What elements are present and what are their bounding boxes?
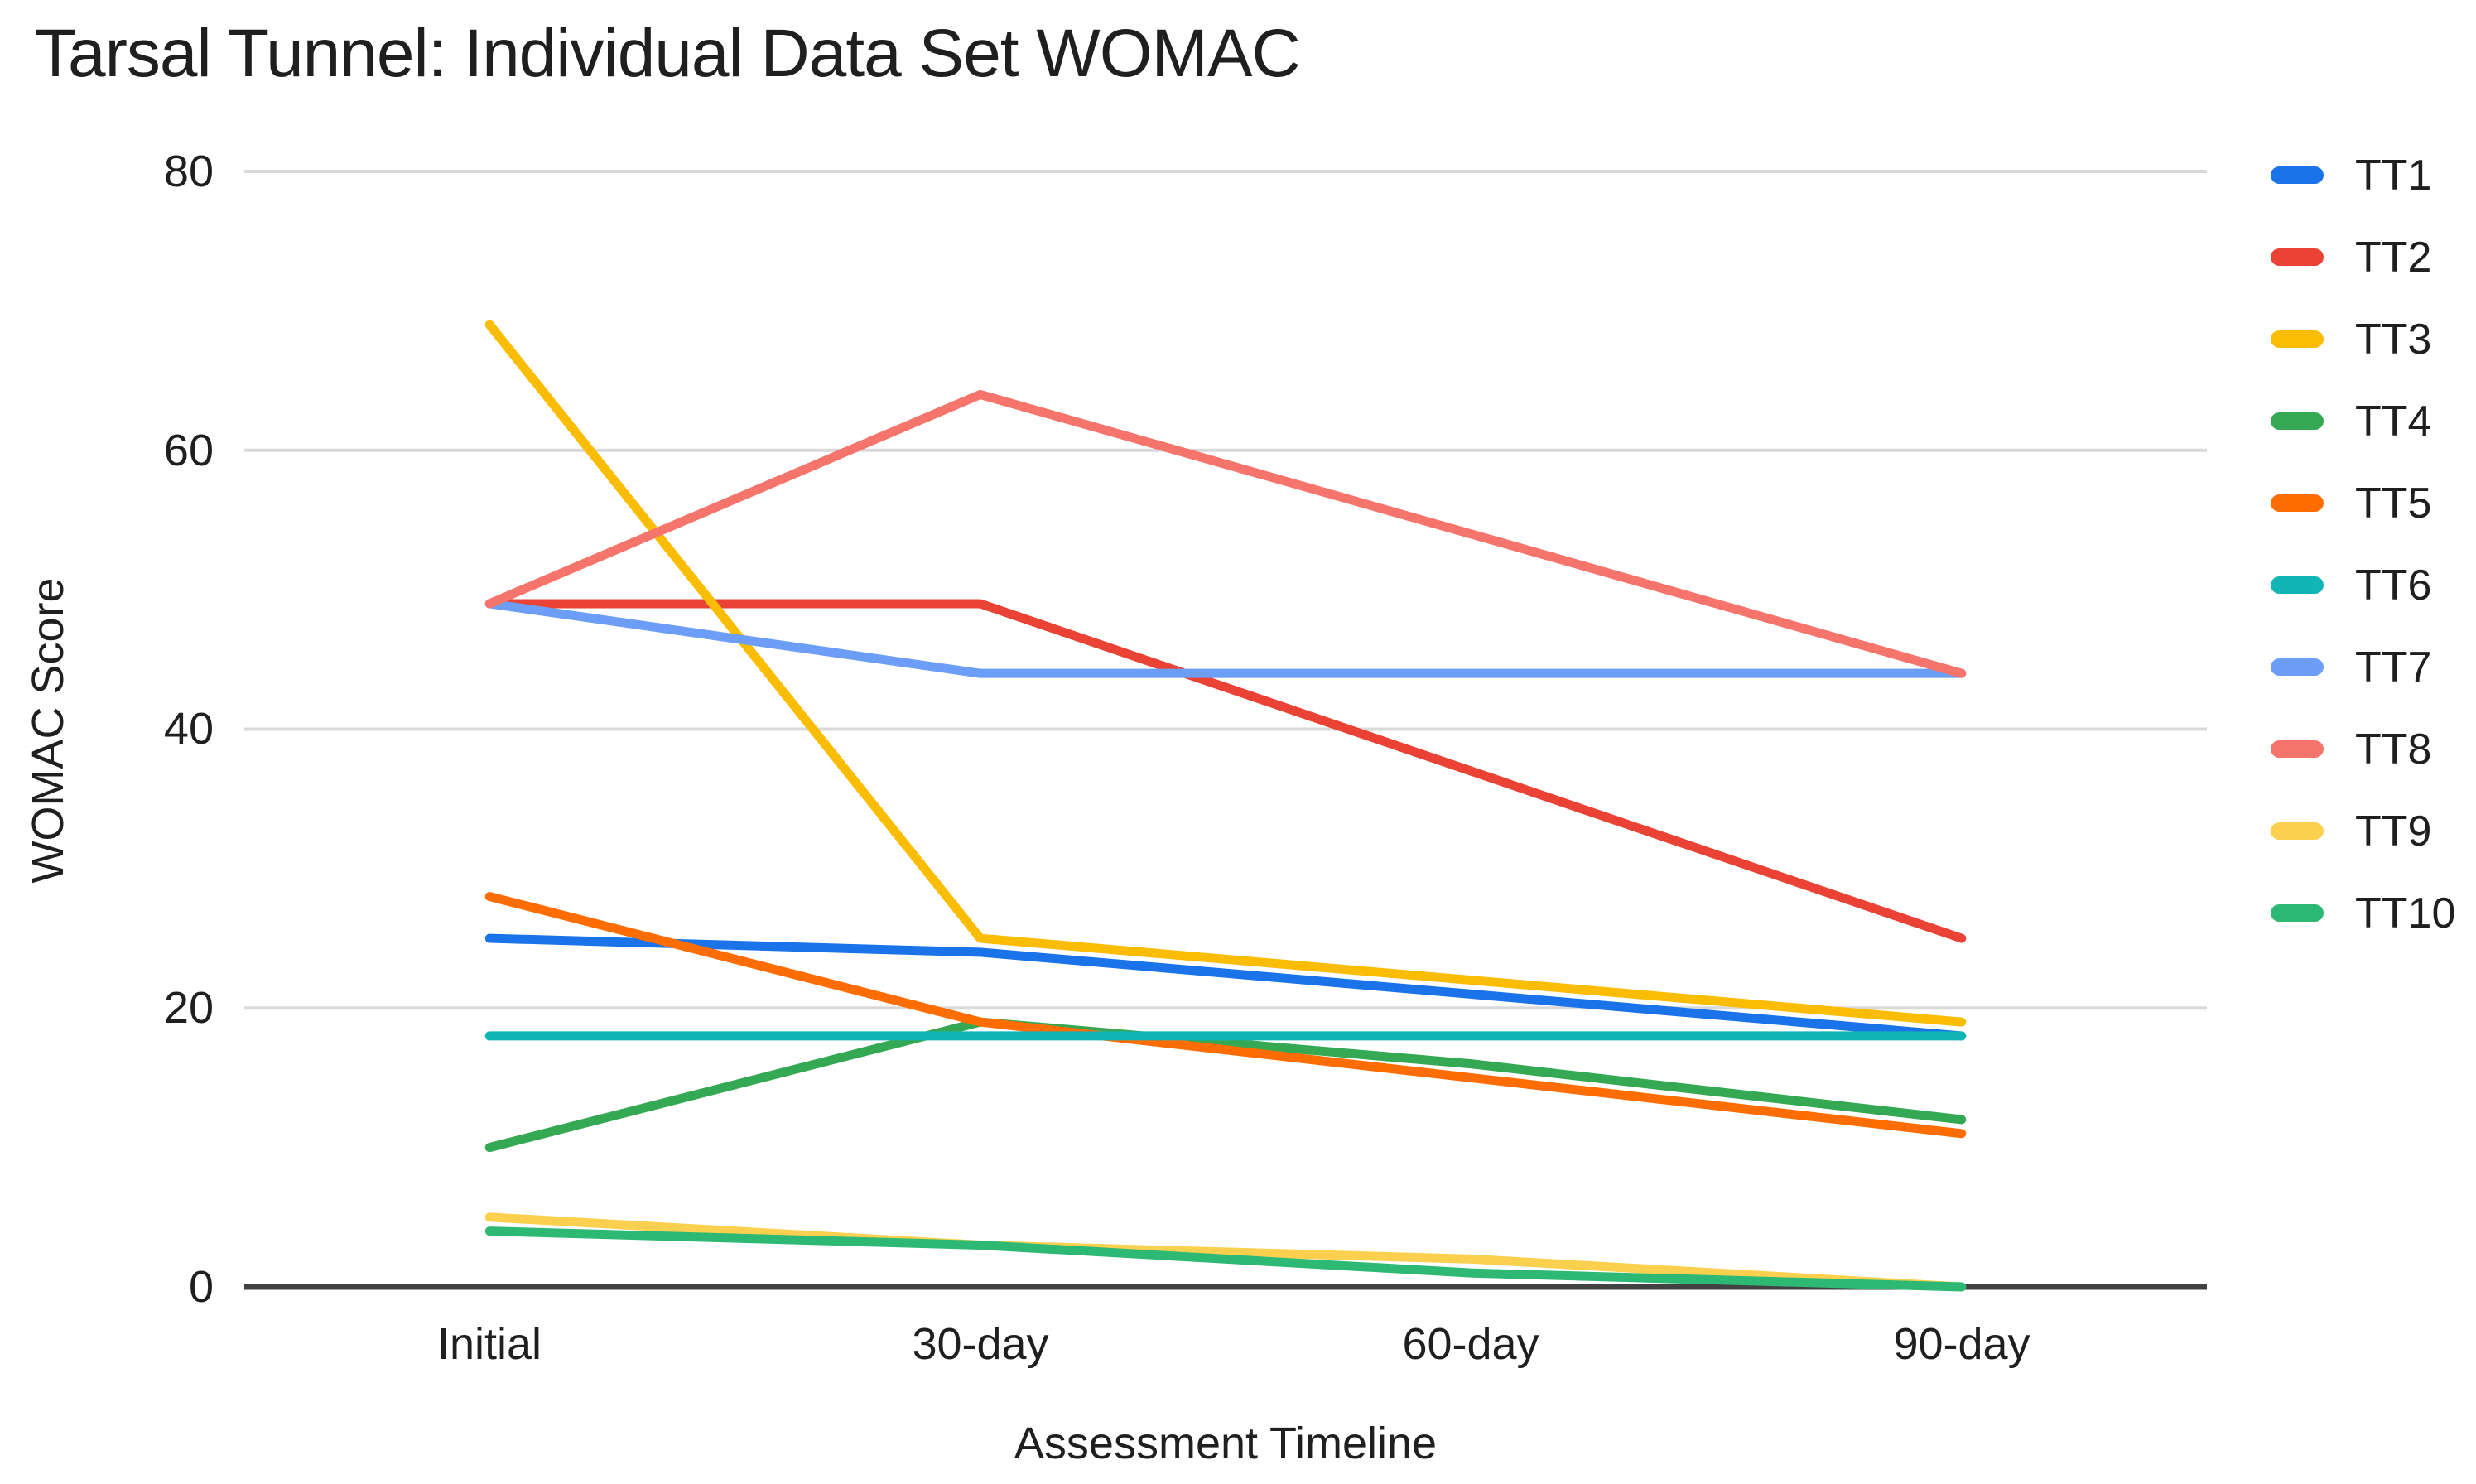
legend-item: TT5	[2271, 462, 2474, 544]
legend-swatch	[2271, 166, 2324, 184]
legend-swatch	[2271, 494, 2324, 512]
legend-label: TT6	[2355, 561, 2432, 610]
legend-label: TT9	[2355, 807, 2432, 855]
series-line-TT1	[484, 933, 1967, 1041]
y-tick-label: 0	[188, 1262, 214, 1312]
legend-swatch	[2271, 576, 2324, 594]
series-line-TT2	[484, 599, 1967, 943]
legend-swatch	[2271, 248, 2324, 266]
x-tick-label: 30-day	[912, 1319, 1049, 1369]
legend-item: TT4	[2271, 380, 2474, 462]
legend-swatch	[2271, 740, 2324, 758]
x-axis-title: Assessment Timeline	[1014, 1419, 1438, 1468]
series-line-TT5	[484, 892, 1967, 1139]
legend-item: TT1	[2271, 134, 2474, 216]
chart-title: Tarsal Tunnel: Individual Data Set WOMAC	[35, 16, 1301, 91]
series-line-TT4	[484, 1017, 1967, 1153]
gridlines	[244, 170, 2207, 1290]
x-tick-label: 60-day	[1402, 1319, 1539, 1369]
legend-item: TT9	[2271, 790, 2474, 872]
legend-label: TT1	[2355, 151, 2432, 200]
legend-label: TT5	[2355, 479, 2432, 528]
series-line-TT9	[484, 1212, 1967, 1292]
x-tick-label: 90-day	[1893, 1319, 2030, 1369]
legend-item: TT6	[2271, 544, 2474, 626]
legend-swatch	[2271, 822, 2324, 840]
legend-item: TT2	[2271, 216, 2474, 298]
y-axis-title: WOMAC Score	[23, 577, 73, 884]
legend-swatch	[2271, 330, 2324, 348]
y-tick-label: 60	[163, 426, 214, 475]
series-line-TT10	[484, 1226, 1967, 1292]
legend-item: TT3	[2271, 298, 2474, 380]
legend-swatch	[2271, 412, 2324, 430]
legend-item: TT10	[2271, 872, 2474, 954]
legend: TT1 TT2 TT3 TT4 TT5 TT6 TT7 TT8	[2271, 134, 2474, 954]
legend-label: TT3	[2355, 315, 2432, 364]
series-line-TT8	[484, 389, 1967, 678]
legend-item: TT8	[2271, 708, 2474, 790]
legend-label: TT10	[2355, 889, 2456, 937]
y-tick-label: 40	[163, 704, 214, 754]
series-line-TT7	[484, 599, 1967, 678]
y-tick-label: 20	[163, 983, 214, 1033]
series-line-TT3	[484, 320, 1967, 1027]
legend-label: TT4	[2355, 397, 2432, 446]
y-tick-label: 80	[163, 147, 214, 196]
legend-swatch	[2271, 904, 2324, 922]
legend-label: TT2	[2355, 233, 2432, 282]
x-tick-label: Initial	[436, 1319, 542, 1369]
data-series-lines	[484, 320, 1967, 1292]
legend-swatch	[2271, 658, 2324, 676]
legend-item: TT7	[2271, 626, 2474, 708]
legend-label: TT7	[2355, 643, 2432, 691]
legend-label: TT8	[2355, 725, 2432, 773]
